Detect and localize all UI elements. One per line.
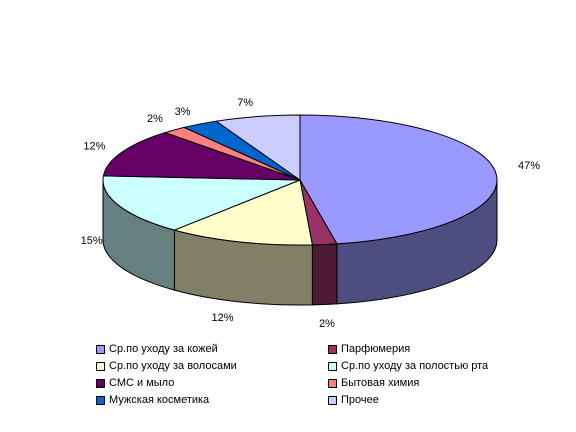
legend-swatch-6 — [96, 395, 105, 405]
legend-swatch-7 — [328, 395, 337, 405]
chart-legend: Ср.по уходу за кожей Парфюмерия Ср.по уход… — [96, 342, 536, 407]
legend-label-2: Ср.по уходу за волосами — [109, 360, 237, 372]
pie-slice-4 — [102, 132, 301, 181]
legend-swatch-5 — [328, 378, 337, 388]
legend-swatch-4 — [96, 378, 105, 388]
legend-label-7: Прочее — [341, 394, 379, 406]
legend-label-3: Ср.по уходу за полостью рта — [341, 360, 489, 372]
legend-label-5: Бытовая химия — [341, 377, 420, 389]
legend-label-6: Мужская косметика — [109, 394, 210, 406]
pie-data-label-5: 2% — [147, 113, 163, 125]
legend-swatch-3 — [328, 361, 337, 371]
legend-item-4: СМС и мыло — [96, 376, 328, 390]
legend-swatch-1 — [328, 344, 337, 354]
legend-label-1: Парфюмерия — [341, 343, 411, 355]
pie-side-1 — [311, 243, 338, 306]
legend-item-3: Ср.по уходу за полостью рта — [328, 359, 528, 373]
legend-item-6: Мужская косметика — [96, 393, 328, 407]
pie-data-label-1: 2% — [319, 318, 335, 330]
legend-swatch-2 — [96, 361, 105, 371]
pie-data-label-3: 15% — [81, 235, 103, 247]
pie-data-label-7: 7% — [237, 97, 253, 109]
legend-label-0: Ср.по уходу за кожей — [109, 343, 218, 355]
legend-swatch-0 — [96, 344, 105, 354]
legend-item-1: Парфюмерия — [328, 342, 528, 356]
pie-slice-7 — [215, 114, 301, 181]
pie-data-label-0: 47% — [518, 160, 540, 172]
legend-item-0: Ср.по уходу за кожей — [96, 342, 328, 356]
legend-item-2: Ср.по уходу за волосами — [96, 359, 328, 373]
pie-slice-0 — [299, 114, 498, 245]
pie-data-label-4: 12% — [83, 140, 105, 152]
legend-label-4: СМС и мыло — [109, 377, 175, 389]
pie-data-label-6: 3% — [175, 106, 191, 118]
pie-slice-3 — [102, 175, 301, 231]
legend-item-5: Бытовая химия — [328, 376, 528, 390]
pie-slice-2 — [173, 179, 313, 246]
pie-chart: 47% 2% 12% 15% 12% 2% 3% 7% — [81, 97, 541, 330]
pie-data-label-2: 12% — [212, 312, 234, 324]
legend-item-7: Прочее — [328, 393, 528, 407]
